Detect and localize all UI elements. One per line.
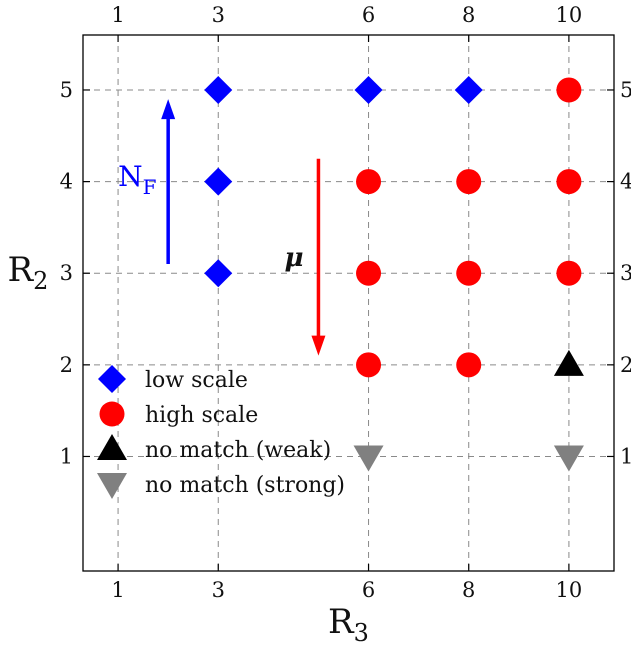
data-point-circle xyxy=(556,169,582,195)
y-tick-label-left: 3 xyxy=(60,261,73,285)
data-point-triangle-down xyxy=(353,445,384,472)
data-point-diamond xyxy=(204,167,233,196)
grid-lines xyxy=(83,35,614,571)
annotation-label: μ xyxy=(284,243,303,273)
y-tick-label-right: 2 xyxy=(620,353,631,377)
y-tick-label-right: 3 xyxy=(620,261,631,285)
x-tick-label-top: 8 xyxy=(462,3,475,27)
y-tick-label-left: 2 xyxy=(60,353,73,377)
data-point-diamond xyxy=(204,75,233,104)
data-point-circle xyxy=(456,260,482,286)
annotation-arrow-head xyxy=(161,99,176,120)
annotations: NFμ xyxy=(118,99,326,356)
data-point-diamond xyxy=(454,75,483,104)
legend: low scale high scale no match (weak) no mat… xyxy=(97,365,345,499)
data-point-circle xyxy=(356,169,382,195)
plot-frame xyxy=(82,34,615,572)
annotation-label-main: N xyxy=(118,160,142,193)
x-tick-label-bottom: 3 xyxy=(212,578,225,602)
data-point-circle xyxy=(456,169,482,195)
data-point-triangle-down xyxy=(553,445,584,472)
legend-marker-diamond xyxy=(98,365,126,393)
x-tick-label-bottom: 1 xyxy=(111,578,124,602)
legend-marker-triangle-up xyxy=(97,434,127,460)
x-tick-label-top: 6 xyxy=(362,3,375,27)
data-point-circle xyxy=(356,352,382,378)
x-tick-label-bottom: 8 xyxy=(462,578,475,602)
legend-label: no match (weak) xyxy=(145,438,331,463)
y-tick-label-left: 4 xyxy=(60,170,73,194)
y-tick-label-right: 1 xyxy=(620,444,631,468)
y-tick-label-left: 1 xyxy=(60,444,73,468)
x-axis-title: R3 xyxy=(328,602,369,647)
data-markers xyxy=(204,75,584,472)
legend-marker-triangle-down xyxy=(97,473,127,499)
x-axis-title-main: R xyxy=(328,602,355,642)
legend-label: no match (strong) xyxy=(145,473,345,498)
x-axis-title-sub: 3 xyxy=(354,619,369,647)
data-point-circle xyxy=(556,77,582,103)
x-tick-label-top: 3 xyxy=(212,3,225,27)
y-axis-title: R2 xyxy=(8,250,49,295)
axis-ticks: 1 1 3 3 6 6 8 8 10 10 1 1 2 2 3 3 4 4 5 5 xyxy=(60,3,631,602)
y-axis-title-sub: 2 xyxy=(33,267,48,295)
data-point-diamond xyxy=(204,259,233,288)
legend-label: low scale xyxy=(145,368,248,393)
annotation-arrow-head xyxy=(311,335,326,356)
annotation-label: NF xyxy=(118,160,156,199)
y-tick-label-left: 5 xyxy=(60,78,73,102)
x-tick-label-bottom: 6 xyxy=(362,578,375,602)
annotation-label-sub: F xyxy=(143,175,157,199)
x-tick-label-top: 1 xyxy=(111,3,124,27)
y-tick-label-right: 4 xyxy=(620,170,631,194)
legend-marker-circle xyxy=(99,401,125,427)
y-axis-title-main: R xyxy=(8,250,35,290)
data-point-circle xyxy=(456,352,482,378)
x-tick-label-bottom: 10 xyxy=(556,578,583,602)
x-tick-label-top: 10 xyxy=(556,3,583,27)
y-tick-label-right: 5 xyxy=(620,78,631,102)
data-point-circle xyxy=(556,260,582,286)
legend-label: high scale xyxy=(145,403,258,428)
data-point-circle xyxy=(356,260,382,286)
data-point-diamond xyxy=(354,75,383,104)
data-point-triangle-up xyxy=(553,349,584,376)
